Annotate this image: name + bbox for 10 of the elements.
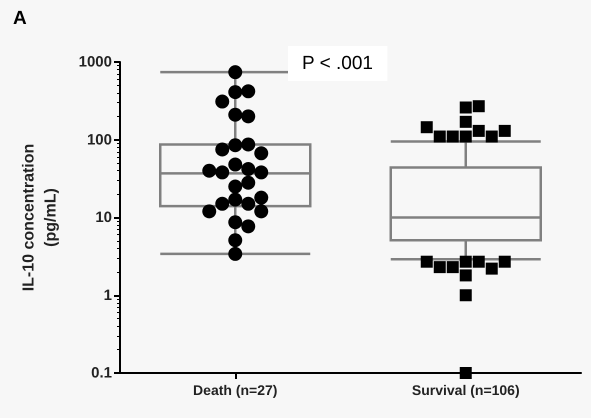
x-tick-label: Survival (n=106) — [412, 382, 520, 398]
y-tick-label: 1 — [104, 286, 112, 304]
y-tick-label: 0.1 — [91, 364, 112, 382]
chart-title: A — [13, 8, 27, 29]
y-tick-label: 1000 — [78, 54, 112, 70]
annotation: P < .001 — [302, 53, 373, 74]
y-tick-label: 100 — [86, 131, 112, 148]
y-axis-title: IL-10 concentration (pg/mL) — [20, 144, 60, 292]
y-tick-label: 10 — [95, 209, 112, 226]
x-tick-label: Death (n=27) — [193, 382, 278, 398]
